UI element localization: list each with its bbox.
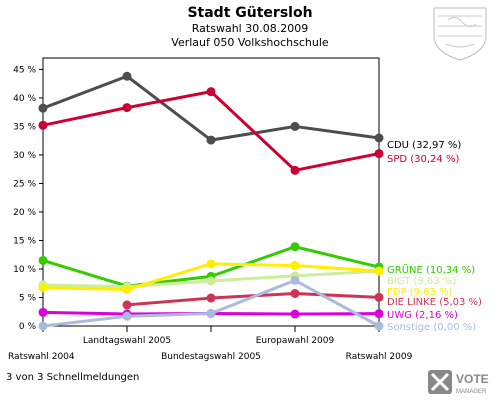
data-point bbox=[290, 165, 300, 175]
data-point bbox=[374, 292, 384, 302]
series-label: UWG (2,16 %) bbox=[387, 310, 458, 321]
chart-subtitle: Ratswahl 30.08.2009 bbox=[192, 22, 308, 35]
chart-title: Stadt Gütersloh bbox=[187, 5, 312, 21]
logo-text: VOTE bbox=[456, 372, 489, 386]
data-point bbox=[122, 311, 132, 321]
data-point bbox=[374, 133, 384, 143]
series-label: Sonstige (0,00 %) bbox=[387, 322, 476, 333]
y-tick-label: 0 % bbox=[19, 322, 37, 332]
y-tick-label: 40 % bbox=[13, 94, 36, 104]
data-point bbox=[374, 149, 384, 159]
y-tick-label: 15 % bbox=[13, 236, 36, 246]
series-spd bbox=[38, 87, 384, 175]
data-point bbox=[290, 261, 300, 271]
x-tick-label: Europawahl 2009 bbox=[256, 336, 335, 346]
y-tick-label: 25 % bbox=[13, 179, 36, 189]
y-tick-label: 10 % bbox=[13, 265, 36, 275]
series-label: BIGT (9,63 %) bbox=[387, 276, 456, 287]
series-label: SPD (30,24 %) bbox=[387, 154, 459, 165]
logo-subtext: MANAGER bbox=[456, 389, 487, 395]
data-point bbox=[122, 71, 132, 81]
data-point bbox=[290, 309, 300, 319]
data-point bbox=[206, 259, 216, 269]
x-tick-label: Ratswahl 2004 bbox=[8, 352, 75, 362]
data-point bbox=[206, 87, 216, 97]
series-cdu bbox=[38, 71, 384, 145]
series-fdp bbox=[38, 259, 384, 295]
y-tick-label: 20 % bbox=[13, 208, 36, 218]
data-point bbox=[290, 275, 300, 285]
y-tick-label: 30 % bbox=[13, 151, 36, 161]
vote-manager-logo: VOTE MANAGER bbox=[428, 370, 489, 395]
series-label: DIE LINKE (5,03 %) bbox=[387, 297, 482, 308]
series-label: CDU (32,97 %) bbox=[387, 140, 461, 151]
data-point bbox=[290, 121, 300, 131]
data-point bbox=[206, 293, 216, 303]
data-point bbox=[206, 308, 216, 318]
data-point bbox=[290, 288, 300, 298]
data-point bbox=[122, 103, 132, 113]
data-point bbox=[290, 242, 300, 252]
data-point bbox=[206, 135, 216, 145]
data-point bbox=[38, 307, 48, 317]
series-label: FDP (9,63 %) bbox=[387, 287, 453, 298]
y-tick-label: 5 % bbox=[19, 293, 37, 303]
series-label: GRÜNE (10,34 %) bbox=[387, 263, 475, 276]
chart-subtitle-2: Verlauf 050 Volkshochschule bbox=[171, 36, 329, 49]
data-point bbox=[38, 103, 48, 113]
y-tick-label: 35 % bbox=[13, 122, 36, 132]
x-tick-label: Bundestagswahl 2005 bbox=[161, 352, 261, 362]
data-point bbox=[206, 276, 216, 286]
footer-text: 3 von 3 Schnellmeldungen bbox=[6, 372, 139, 383]
data-point bbox=[122, 300, 132, 310]
data-point bbox=[374, 266, 384, 276]
y-tick-label: 45 % bbox=[13, 65, 36, 75]
x-tick-label: Landtagswahl 2005 bbox=[83, 336, 171, 346]
data-point bbox=[38, 120, 48, 130]
series-sonstige bbox=[38, 275, 384, 331]
data-point bbox=[374, 321, 384, 331]
x-tick-label: Ratswahl 2009 bbox=[346, 352, 413, 362]
data-point bbox=[374, 309, 384, 319]
data-point bbox=[38, 255, 48, 265]
data-point bbox=[38, 283, 48, 293]
data-point bbox=[122, 285, 132, 295]
data-point bbox=[38, 321, 48, 331]
coat-of-arms-icon bbox=[433, 7, 487, 61]
